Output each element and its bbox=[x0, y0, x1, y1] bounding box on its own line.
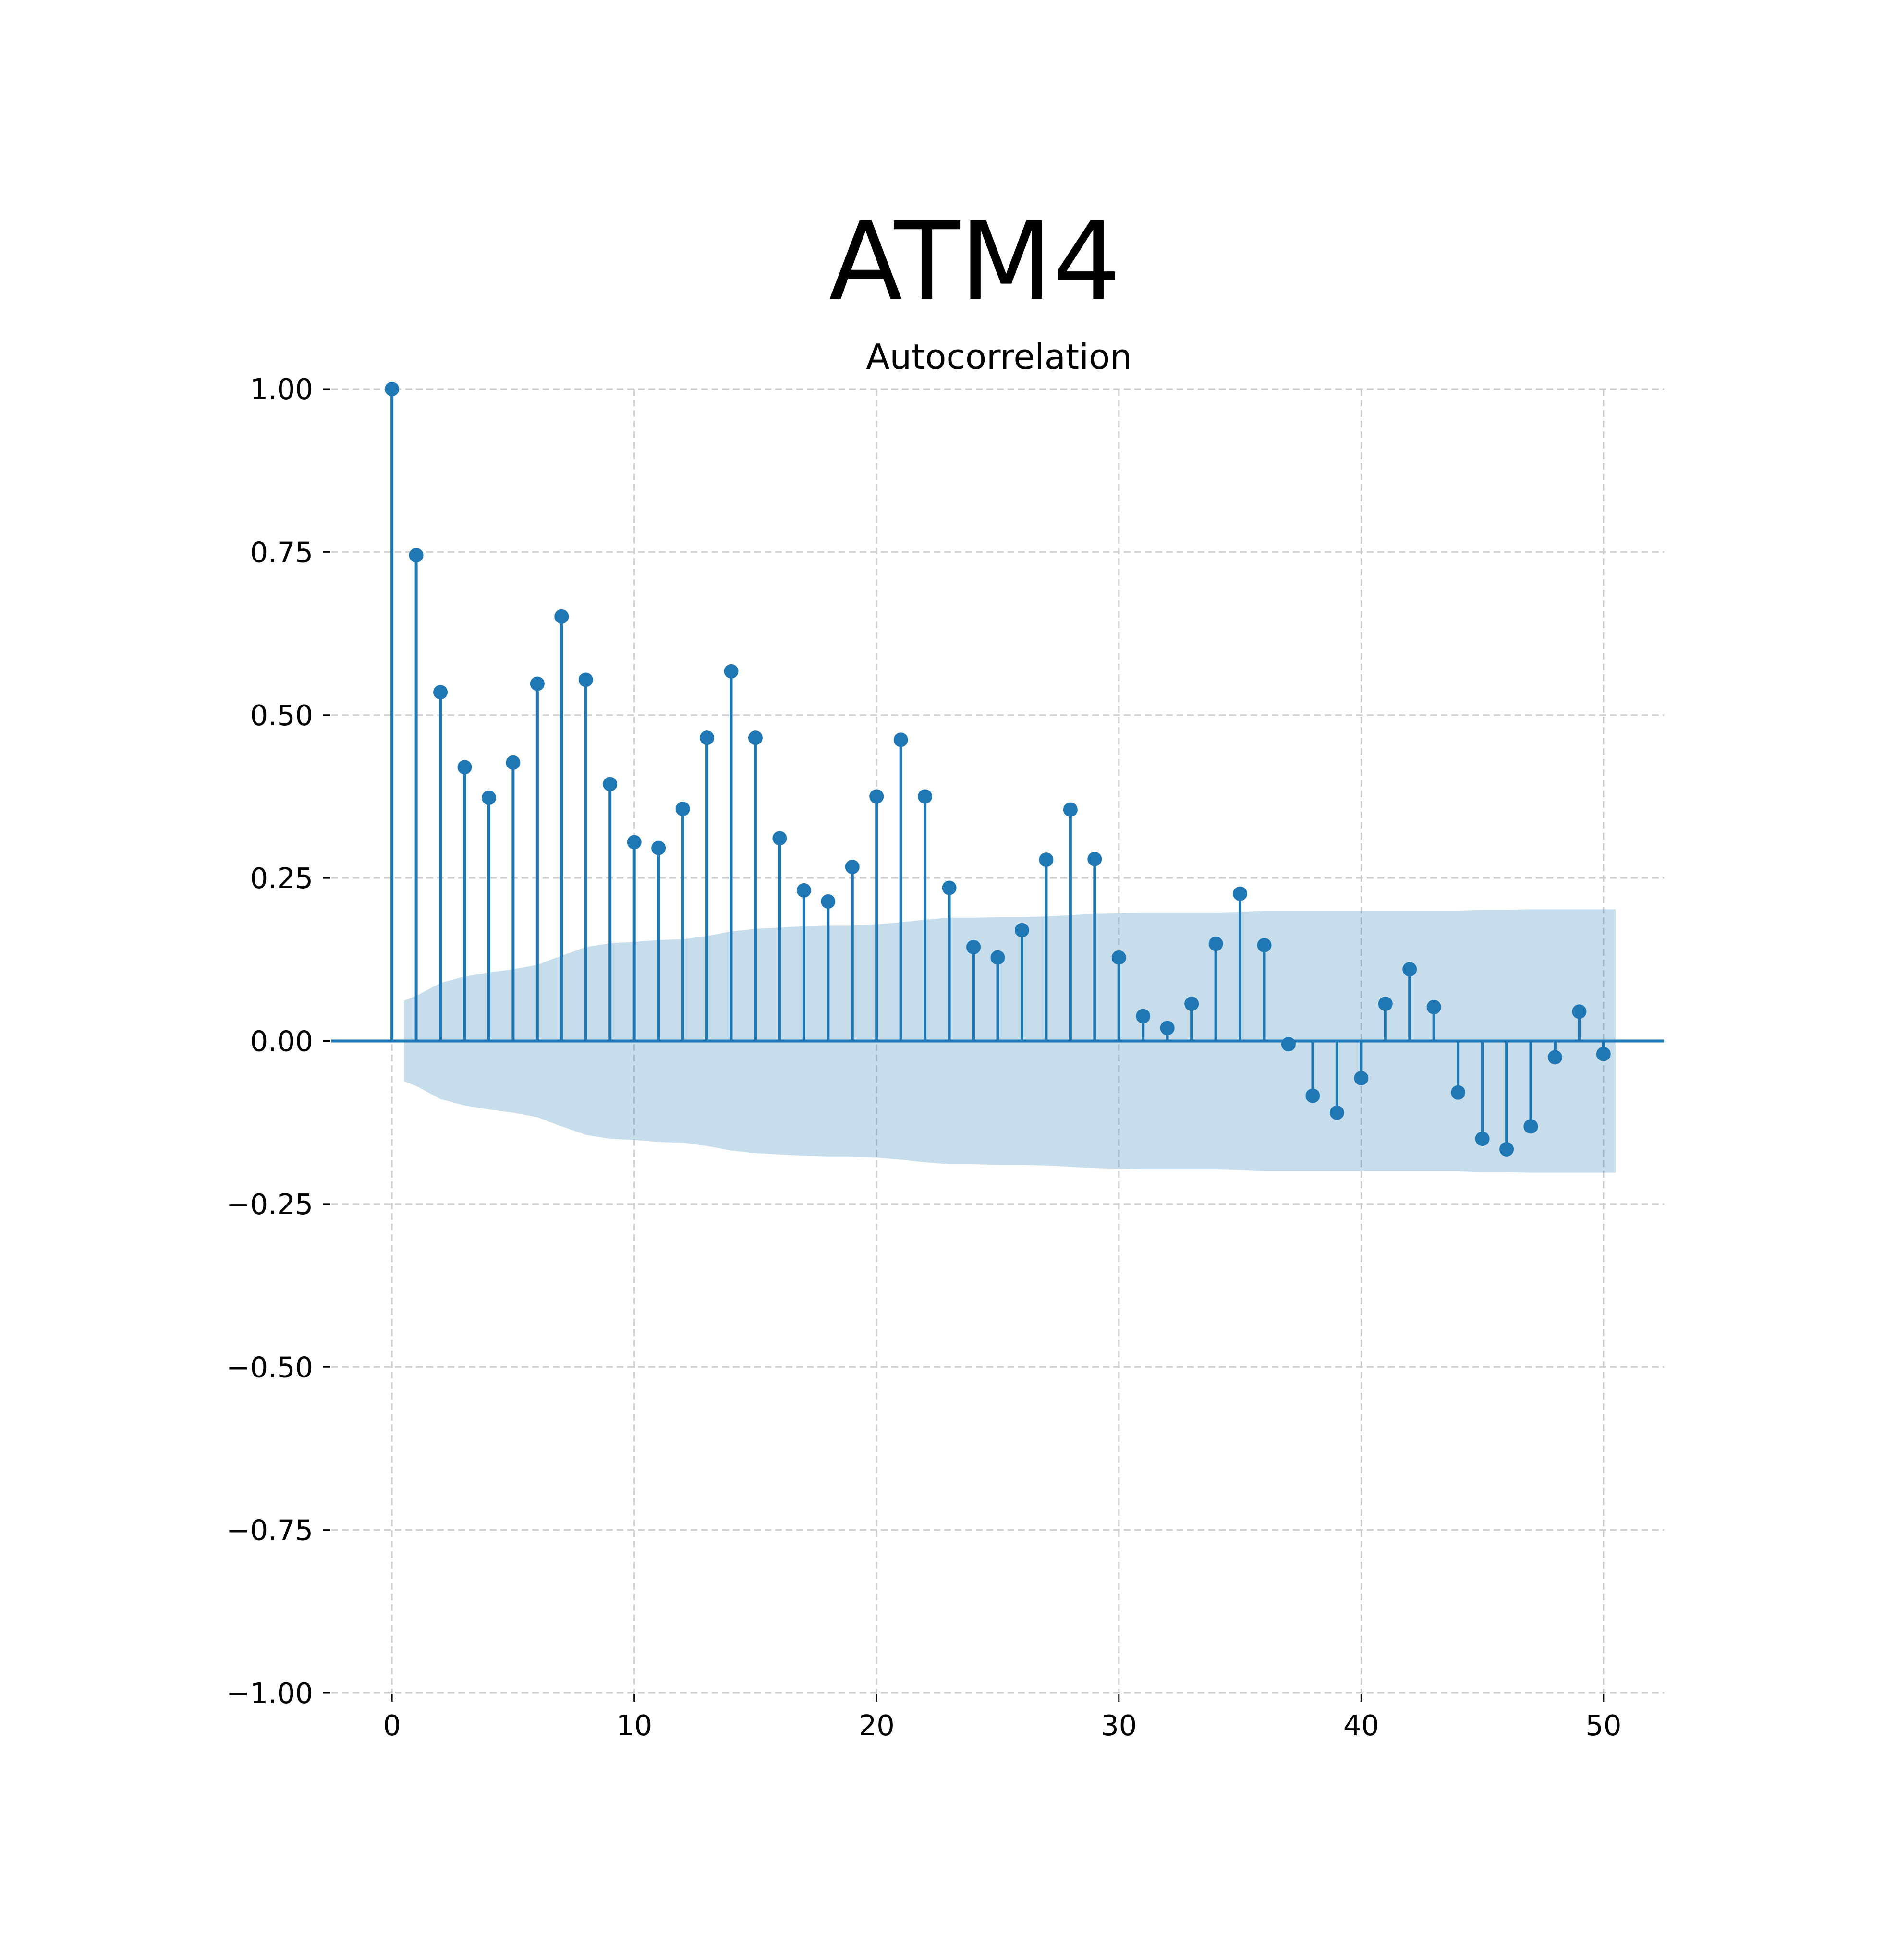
acf-point-6 bbox=[530, 676, 545, 691]
acf-point-15 bbox=[748, 730, 763, 745]
acf-markers bbox=[385, 382, 1611, 1157]
acf-point-36 bbox=[1257, 937, 1272, 952]
acf-point-32 bbox=[1160, 1021, 1175, 1035]
acf-point-14 bbox=[724, 664, 739, 679]
acf-point-27 bbox=[1039, 852, 1054, 867]
x-tick-label: 40 bbox=[1343, 1709, 1379, 1742]
acf-point-24 bbox=[966, 940, 981, 955]
acf-point-8 bbox=[578, 672, 593, 687]
acf-point-7 bbox=[554, 609, 569, 624]
acf-point-11 bbox=[651, 840, 666, 855]
x-tick-label: 50 bbox=[1585, 1709, 1621, 1742]
y-axis-ticks: −1.00 −0.75 −0.50 −0.25 0.00 0.25 0.50 0.75 1.00 bbox=[226, 373, 330, 1710]
acf-point-39 bbox=[1329, 1105, 1344, 1120]
acf-point-3 bbox=[457, 760, 472, 775]
acf-point-49 bbox=[1572, 1004, 1587, 1019]
x-tick-label: 20 bbox=[859, 1709, 895, 1742]
acf-point-41 bbox=[1378, 997, 1393, 1011]
x-tick-label: 10 bbox=[616, 1709, 652, 1742]
acf-point-2 bbox=[433, 685, 448, 700]
acf-point-37 bbox=[1281, 1037, 1296, 1052]
acf-point-34 bbox=[1208, 937, 1223, 951]
acf-point-5 bbox=[506, 755, 521, 770]
y-tick-label: 0.00 bbox=[250, 1025, 313, 1058]
acf-point-20 bbox=[869, 789, 884, 804]
acf-point-38 bbox=[1305, 1088, 1320, 1103]
acf-point-1 bbox=[409, 548, 424, 563]
y-tick-label: −1.00 bbox=[226, 1677, 313, 1710]
acf-point-25 bbox=[990, 950, 1005, 965]
acf-point-48 bbox=[1547, 1050, 1562, 1065]
acf-point-19 bbox=[845, 860, 860, 875]
acf-point-43 bbox=[1426, 999, 1441, 1014]
acf-point-28 bbox=[1063, 802, 1078, 817]
acf-point-9 bbox=[603, 777, 618, 791]
acf-point-44 bbox=[1451, 1085, 1466, 1100]
acf-point-16 bbox=[772, 831, 787, 846]
figure-suptitle: ATM4 bbox=[829, 199, 1121, 324]
y-tick-label: −0.50 bbox=[226, 1351, 313, 1384]
acf-point-33 bbox=[1184, 997, 1199, 1011]
acf-point-10 bbox=[627, 835, 642, 850]
acf-point-4 bbox=[481, 791, 496, 805]
acf-point-47 bbox=[1523, 1119, 1538, 1134]
acf-point-35 bbox=[1233, 886, 1248, 901]
acf-point-22 bbox=[918, 789, 933, 804]
y-tick-label: 0.50 bbox=[250, 699, 313, 732]
y-tick-label: −0.25 bbox=[226, 1188, 313, 1221]
acf-stems bbox=[390, 389, 1605, 1149]
acf-point-23 bbox=[942, 880, 957, 895]
acf-point-30 bbox=[1111, 950, 1126, 965]
acf-point-42 bbox=[1402, 962, 1417, 977]
x-tick-label: 30 bbox=[1101, 1709, 1137, 1742]
acf-point-12 bbox=[675, 802, 690, 816]
y-tick-label: 0.75 bbox=[250, 536, 313, 569]
acf-point-0 bbox=[385, 382, 400, 396]
acf-point-18 bbox=[821, 894, 836, 909]
acf-point-26 bbox=[1014, 923, 1029, 937]
y-tick-label: 0.25 bbox=[250, 862, 313, 895]
acf-point-13 bbox=[700, 730, 715, 745]
acf-point-31 bbox=[1136, 1009, 1151, 1023]
x-tick-label: 0 bbox=[383, 1709, 401, 1742]
y-tick-label: −0.75 bbox=[226, 1514, 313, 1547]
acf-point-46 bbox=[1499, 1142, 1514, 1157]
chart-title: Autocorrelation bbox=[866, 337, 1132, 377]
acf-point-50 bbox=[1596, 1047, 1611, 1061]
x-axis-ticks: 0 10 20 30 40 50 bbox=[383, 1694, 1621, 1742]
acf-point-45 bbox=[1475, 1132, 1490, 1146]
acf-point-21 bbox=[893, 732, 908, 747]
acf-point-40 bbox=[1354, 1071, 1369, 1085]
acf-point-29 bbox=[1087, 852, 1102, 866]
y-tick-label: 1.00 bbox=[250, 373, 313, 406]
acf-point-17 bbox=[796, 883, 811, 898]
